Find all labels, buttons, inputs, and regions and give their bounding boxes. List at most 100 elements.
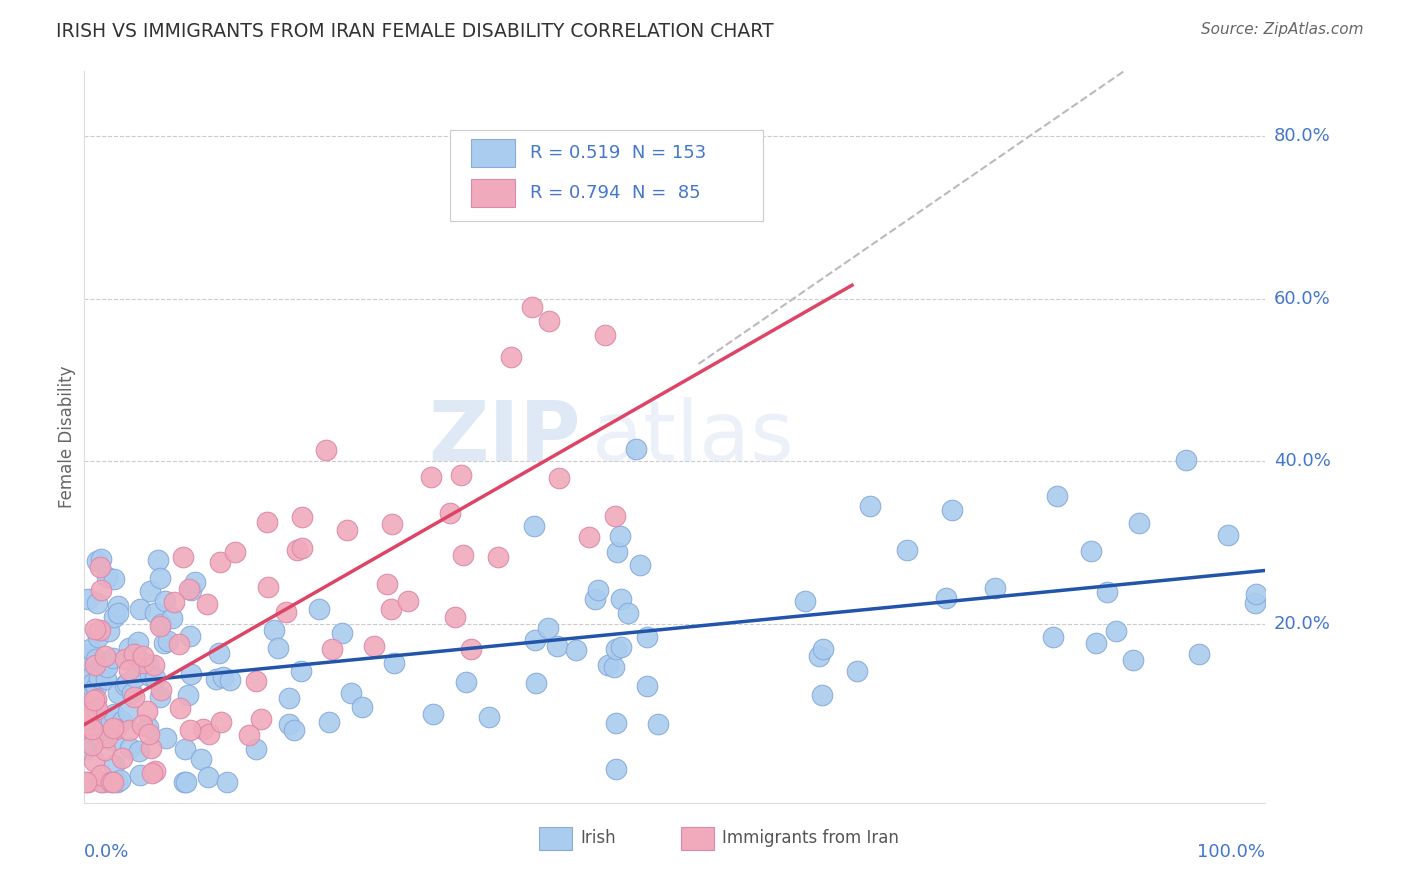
Point [82,722,104,736]
Point [122,648,145,662]
Point [283,723,305,737]
Point [184,574,207,589]
Point [941,503,963,517]
Point [276,605,298,619]
Point [450,467,472,482]
Point [136,657,159,671]
Point [120,741,142,756]
Point [76,652,98,666]
Point [180,667,202,681]
Point [610,640,633,655]
Point [138,584,160,599]
Point [204,672,226,686]
Point [103,707,125,722]
Text: Source: ZipAtlas.com: Source: ZipAtlas.com [1201,22,1364,37]
Point [163,595,186,609]
Point [315,443,337,458]
Point [439,507,461,521]
Point [128,767,150,781]
Point [110,714,132,729]
Point [75,684,97,698]
Point [124,671,146,685]
Point [583,592,606,607]
Point [846,665,869,679]
Point [114,652,136,666]
Point [96,731,118,745]
Point [75,699,97,714]
Text: Irish: Irish [581,829,616,847]
Point [1128,516,1150,530]
Point [624,442,647,457]
Point [520,300,543,314]
Point [538,313,561,327]
Point [87,671,110,685]
Point [89,560,111,574]
Point [86,680,108,694]
Point [211,670,233,684]
Point [523,519,546,533]
Point [578,530,600,544]
Point [149,571,172,585]
Point [340,686,363,700]
Point [380,601,402,615]
Point [375,577,398,591]
Point [321,641,343,656]
Point [86,652,108,666]
Point [86,554,108,568]
Point [215,775,238,789]
Point [208,646,231,660]
Point [129,601,152,615]
Point [1097,585,1119,599]
Point [1174,452,1197,467]
Point [84,727,107,741]
Point [598,658,620,673]
Point [238,729,260,743]
Point [153,593,176,607]
Point [173,775,195,789]
Point [267,640,290,655]
Point [94,742,117,756]
Point [153,636,176,650]
Point [193,723,215,737]
Point [180,582,202,597]
Point [107,599,129,614]
Point [224,544,246,558]
Point [606,545,628,559]
Point [87,630,110,644]
Point [118,723,141,737]
Point [167,637,190,651]
Point [813,642,835,657]
Point [179,629,201,643]
Point [75,775,97,789]
Point [90,729,112,743]
Point [1080,543,1102,558]
Point [143,764,166,778]
Point [121,686,143,700]
Point [82,676,104,690]
Point [935,591,957,606]
Point [90,768,112,782]
Text: 20.0%: 20.0% [1274,615,1330,633]
Point [96,660,118,674]
Point [444,609,467,624]
Point [107,607,129,621]
Point [135,704,157,718]
Point [97,624,120,639]
Point [647,716,669,731]
Point [75,684,97,698]
Point [605,715,627,730]
Point [131,717,153,731]
Point [605,762,627,776]
Point [422,706,444,721]
Point [90,582,112,597]
Point [86,702,108,716]
Point [278,691,301,706]
Point [1244,596,1267,610]
Point [245,674,267,689]
Point [128,743,150,757]
Point [209,715,232,730]
Point [396,594,419,608]
Point [103,650,125,665]
Point [523,632,546,647]
Point [115,675,138,690]
